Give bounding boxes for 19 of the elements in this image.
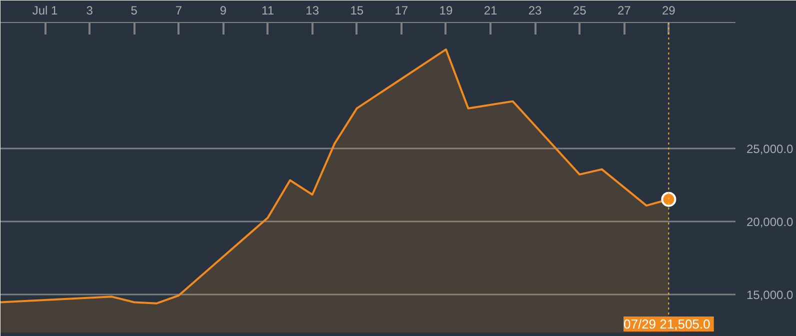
- x-tick-label: 23: [528, 4, 542, 18]
- y-tick-label: 25,000.0: [746, 142, 794, 156]
- x-tick-label: Jul 1: [32, 4, 58, 18]
- y-tick-label: 15,000.0: [746, 288, 794, 302]
- x-tick-label: 29: [662, 4, 676, 18]
- y-tick-label: 20,000.0: [746, 214, 794, 229]
- x-tick-label: 3: [86, 4, 94, 18]
- x-tick-label: 7: [175, 4, 182, 18]
- x-tick-label: 5: [130, 4, 138, 18]
- x-tick-label: 19: [439, 4, 453, 18]
- x-tick-label: 21: [484, 4, 498, 18]
- x-tick-label: 13: [306, 4, 320, 18]
- x-tick-label: 11: [262, 4, 274, 18]
- x-tick-label: 9: [220, 4, 227, 18]
- x-tick-label: 25: [572, 4, 587, 18]
- x-tick-label: 27: [617, 4, 632, 18]
- x-tick-label: 17: [394, 4, 408, 18]
- x-tick-label: 15: [350, 4, 364, 18]
- annotation: 07/29 21,505.0: [624, 316, 710, 332]
